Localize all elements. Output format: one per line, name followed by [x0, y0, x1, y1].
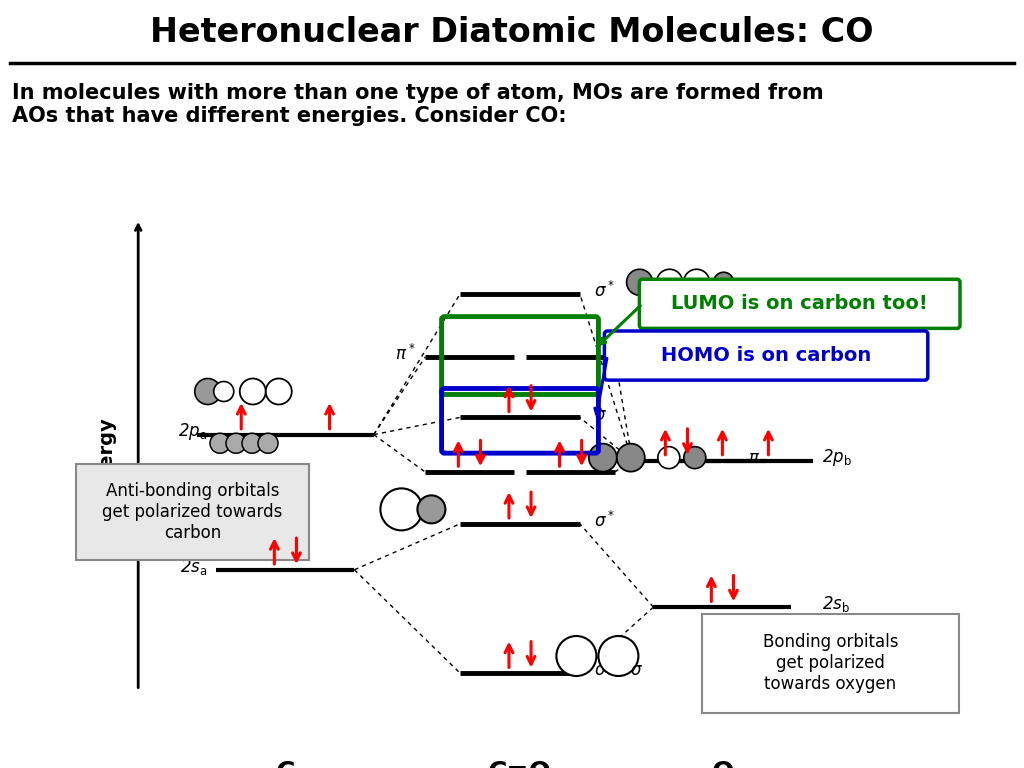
- Circle shape: [266, 379, 292, 405]
- Text: $\sigma$: $\sigma$: [631, 661, 643, 680]
- Text: Energy: Energy: [96, 416, 116, 493]
- Circle shape: [226, 433, 246, 453]
- Circle shape: [589, 444, 616, 472]
- Circle shape: [714, 272, 733, 293]
- Text: 2$s_\mathrm{b}$: 2$s_\mathrm{b}$: [822, 594, 850, 614]
- Text: 2$p_\mathrm{b}$: 2$p_\mathrm{b}$: [822, 447, 852, 468]
- Text: Anti-bonding orbitals
get polarized towards
carbon: Anti-bonding orbitals get polarized towa…: [102, 482, 283, 542]
- Circle shape: [556, 636, 596, 676]
- FancyBboxPatch shape: [702, 614, 959, 713]
- Circle shape: [380, 488, 423, 531]
- Text: $\sigma^*$: $\sigma^*$: [594, 281, 614, 301]
- Circle shape: [214, 382, 233, 402]
- Circle shape: [240, 379, 266, 405]
- Text: 2$s_\mathrm{a}$: 2$s_\mathrm{a}$: [180, 557, 207, 577]
- Circle shape: [598, 636, 638, 676]
- Circle shape: [684, 270, 710, 295]
- Circle shape: [656, 270, 683, 295]
- FancyBboxPatch shape: [639, 280, 961, 329]
- Circle shape: [627, 270, 652, 295]
- Circle shape: [258, 433, 278, 453]
- Text: $\sigma^*$: $\sigma^*$: [594, 511, 614, 531]
- Text: $\pi$: $\pi$: [594, 460, 606, 478]
- Text: 2$p_\mathrm{a}$: 2$p_\mathrm{a}$: [178, 422, 207, 442]
- Text: C: C: [275, 761, 295, 768]
- Text: HOMO is on carbon: HOMO is on carbon: [660, 346, 871, 365]
- Text: In molecules with more than one type of atom, MOs are formed from
AOs that have : In molecules with more than one type of …: [12, 83, 823, 126]
- FancyBboxPatch shape: [604, 331, 928, 380]
- Circle shape: [242, 433, 262, 453]
- Text: C≡O: C≡O: [488, 761, 552, 768]
- Text: O: O: [711, 761, 733, 768]
- Circle shape: [684, 447, 706, 468]
- Text: $\sigma$: $\sigma$: [594, 661, 606, 680]
- Circle shape: [616, 444, 645, 472]
- Text: LUMO is on carbon too!: LUMO is on carbon too!: [672, 294, 928, 313]
- Circle shape: [210, 433, 230, 453]
- Text: Heteronuclear Diatomic Molecules: CO: Heteronuclear Diatomic Molecules: CO: [151, 16, 873, 49]
- FancyBboxPatch shape: [77, 464, 308, 560]
- Text: $\pi$: $\pi$: [749, 449, 761, 467]
- Text: Bonding orbitals
get polarized
towards oxygen: Bonding orbitals get polarized towards o…: [763, 634, 898, 693]
- Text: $\pi^*$: $\pi^*$: [395, 344, 416, 364]
- Circle shape: [195, 379, 221, 405]
- Circle shape: [657, 447, 680, 468]
- Circle shape: [418, 495, 445, 523]
- Text: $\sigma$: $\sigma$: [594, 406, 606, 423]
